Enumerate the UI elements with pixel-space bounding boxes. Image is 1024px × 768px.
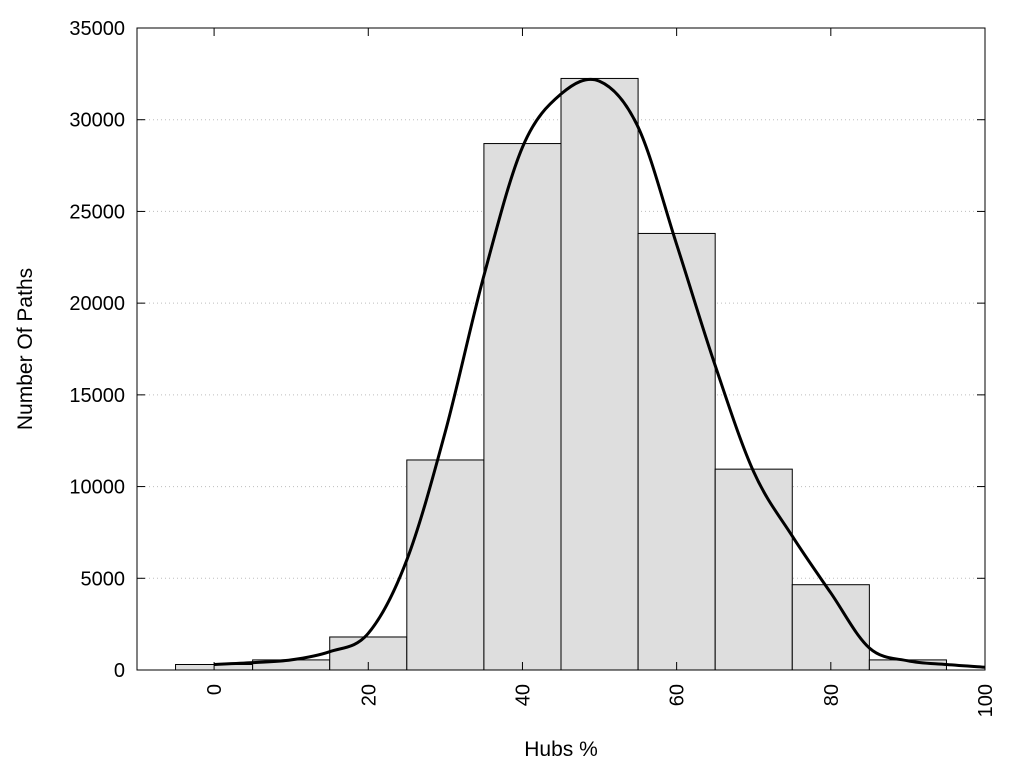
bar-3: [406, 459, 485, 671]
y-axis-label: Number Of Paths: [14, 268, 37, 430]
bar-4: [483, 143, 562, 671]
y-tick-label-5000: 5000: [81, 568, 126, 590]
y-tick-label-20000: 20000: [69, 293, 125, 315]
x-tick-label-40: 40: [512, 684, 534, 706]
x-tick-label-0: 0: [204, 684, 226, 695]
density-curve: [214, 77, 986, 669]
histogram-bars: [175, 77, 947, 671]
x-tick-labels: 0 20 40 60 80 100: [204, 684, 997, 717]
plot-frame: [136, 27, 986, 671]
bar-7: [714, 468, 793, 671]
axis-ticks: [137, 27, 986, 671]
x-tick-label-20: 20: [358, 684, 380, 706]
y-tick-label-0: 0: [114, 660, 125, 682]
bar-5: [560, 77, 639, 671]
y-tick-label-10000: 10000: [69, 477, 125, 499]
y-tick-label-35000: 35000: [69, 18, 125, 40]
x-axis-label: Hubs %: [524, 738, 598, 761]
y-tick-label-30000: 30000: [69, 110, 125, 132]
x-tick-label-60: 60: [667, 684, 689, 706]
bar-6: [637, 232, 716, 671]
x-tick-label-80: 80: [821, 684, 843, 706]
x-tick-label-100: 100: [975, 684, 997, 717]
y-tick-label-15000: 15000: [69, 385, 125, 407]
y-tick-labels: 0 5000 10000 15000 20000 25000 30000 35000: [69, 18, 125, 682]
density-curve-group: [214, 77, 986, 669]
y-tick-label-25000: 25000: [69, 201, 125, 223]
bar-8: [791, 584, 870, 671]
